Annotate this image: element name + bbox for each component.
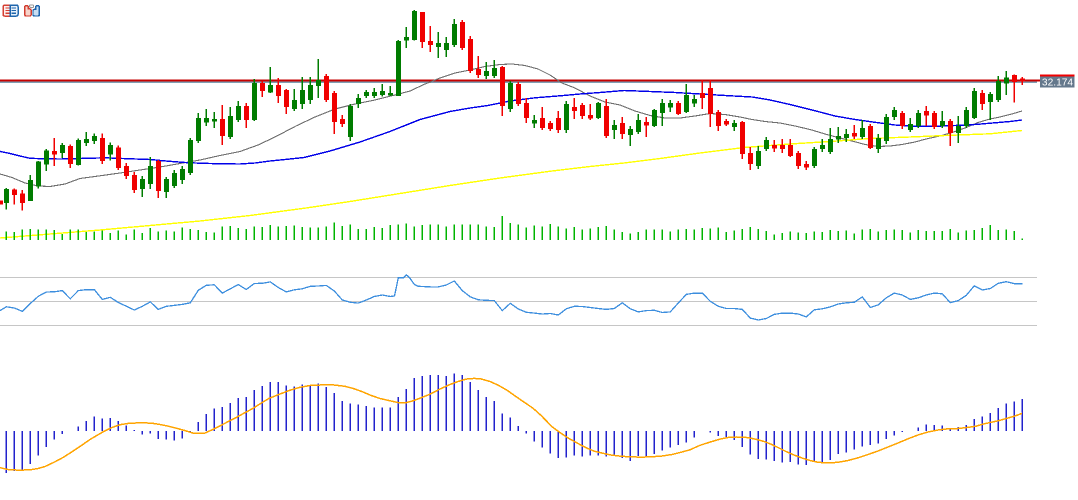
svg-text:32.174: 32.174 [1042, 78, 1073, 89]
